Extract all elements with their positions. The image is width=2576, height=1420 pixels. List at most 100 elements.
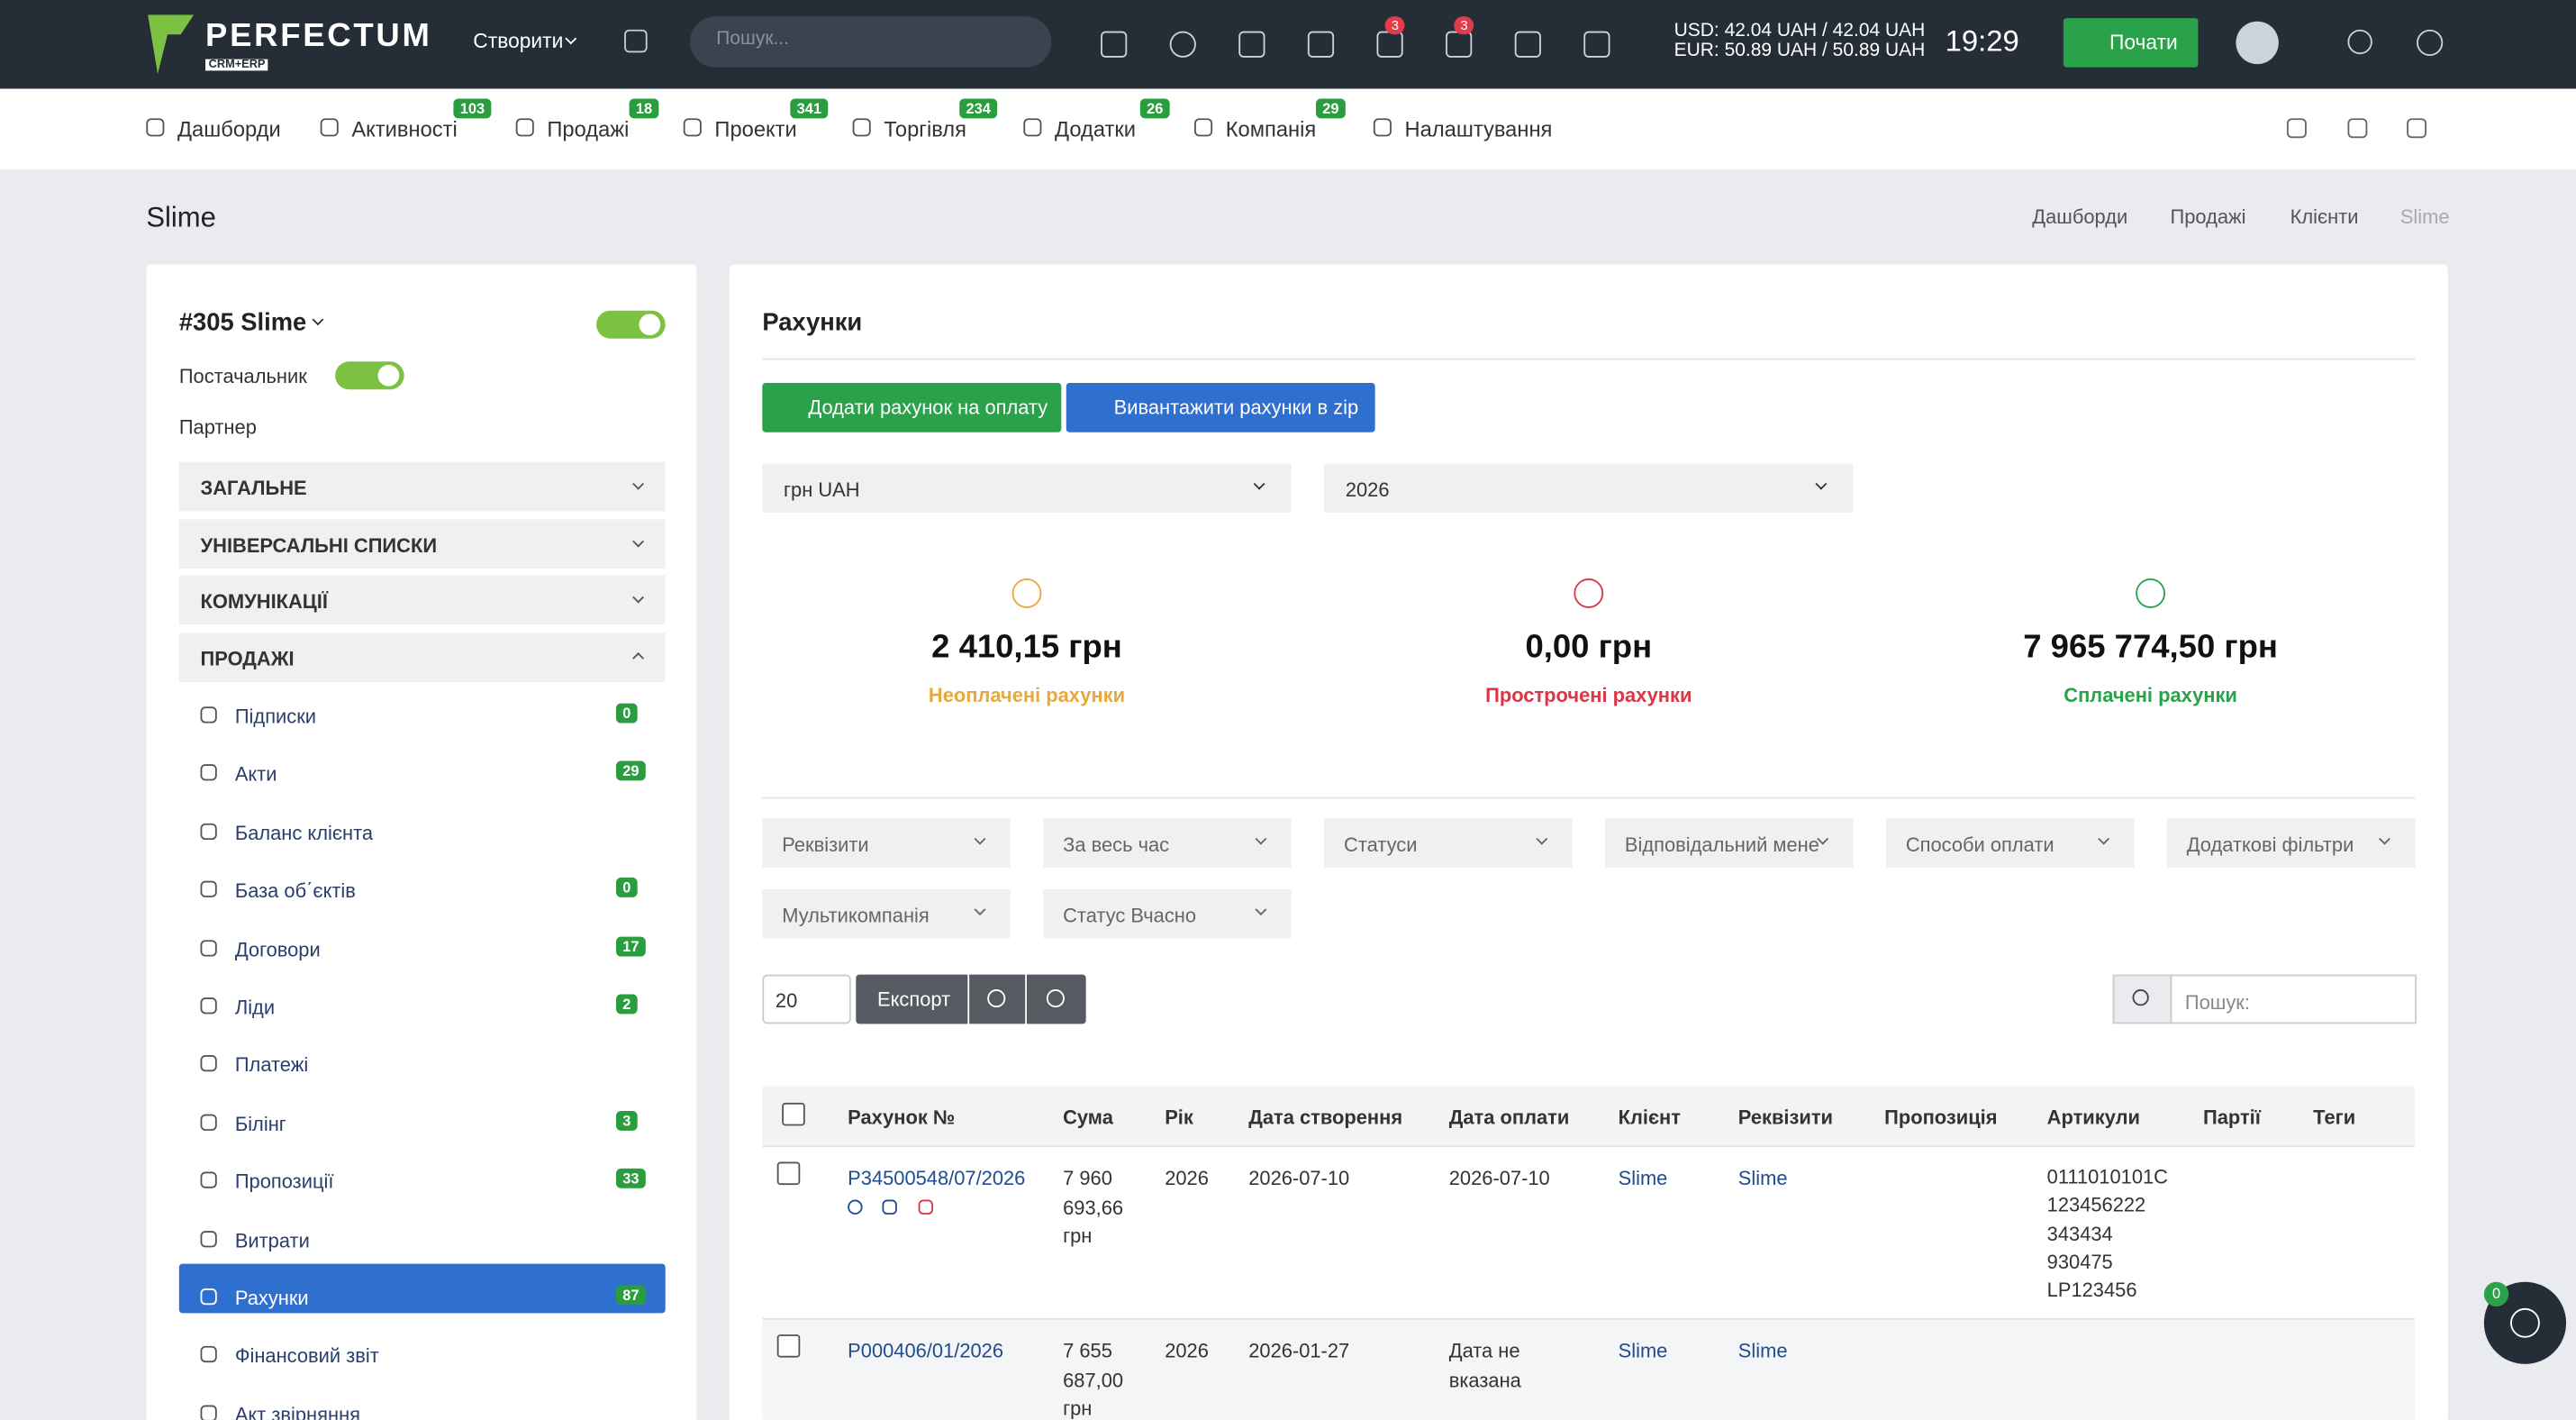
nav-item[interactable]: Дашборди: [177, 116, 281, 141]
stat-value: 7 965 774,50 грн: [2023, 629, 2278, 666]
sidebar-item[interactable]: Підписки: [234, 705, 317, 729]
section-header[interactable]: КОМУНІКАЦІЇ: [178, 575, 666, 625]
sidebar-item[interactable]: Платежі: [234, 1053, 309, 1078]
export-zip-button[interactable]: Вивантажити рахунки в zip: [1066, 382, 1375, 432]
select[interactable]: 2026: [1324, 463, 1854, 514]
filter-select[interactable]: Мультикомпанія: [762, 888, 1011, 939]
column-header[interactable]: Теги: [2313, 1106, 2356, 1130]
item-badge: 87: [615, 1285, 646, 1306]
logo-mark: [148, 14, 195, 75]
item-badge: 2: [615, 994, 638, 1015]
icon: [200, 1405, 217, 1420]
row-checkbox[interactable]: [776, 1161, 801, 1186]
column-header[interactable]: Дата створення: [1248, 1106, 1403, 1130]
column-header[interactable]: Пропозиція: [1884, 1106, 1998, 1130]
breadcrumb[interactable]: Дашборди: [2032, 205, 2128, 229]
cell: 2026: [1165, 1167, 1209, 1190]
create-menu[interactable]: Створити: [473, 29, 564, 53]
nav-badge badge: 341: [790, 98, 829, 119]
icon: [2510, 1307, 2540, 1338]
column-header[interactable]: Реквізити: [1737, 1106, 1834, 1130]
header-checkbox[interactable]: [782, 1102, 805, 1126]
nav-item[interactable]: Додатки: [1054, 116, 1136, 141]
avatar[interactable]: [2236, 21, 2279, 65]
row-checkbox[interactable]: [776, 1334, 801, 1358]
icon: [1574, 578, 1604, 608]
nav-item[interactable]: Компанія: [1225, 116, 1317, 141]
nav-item[interactable]: Продажі: [547, 116, 630, 141]
column-header[interactable]: Сума: [1063, 1106, 1113, 1130]
export-button[interactable]: Експорт: [856, 974, 968, 1024]
nav-badge badge: 29: [1316, 98, 1346, 119]
sidebar-item[interactable]: Рахунки: [234, 1287, 309, 1310]
icon: [200, 764, 217, 782]
section-header[interactable]: УНІВЕРСАЛЬНІ СПИСКИ: [178, 518, 666, 569]
add-button[interactable]: Додати рахунок на оплату: [762, 382, 1062, 432]
sidebar-item[interactable]: Білінг: [234, 1112, 286, 1135]
column-header[interactable]: Партії: [2202, 1106, 2261, 1130]
cell[interactable]: Slime: [1618, 1339, 1668, 1363]
icon: [200, 823, 217, 840]
client-title[interactable]: #305 Slime: [178, 308, 307, 337]
sidebar-item[interactable]: Пропозиції: [234, 1170, 334, 1194]
nav-badge badge: 26: [1139, 98, 1170, 119]
section-header[interactable]: ПРОДАЖІ: [178, 632, 666, 682]
icon: [1376, 31, 1403, 58]
nav-item[interactable]: Проекти: [714, 116, 797, 141]
sidebar-item[interactable]: Акти: [234, 763, 277, 787]
filter-select[interactable]: Статус Вчасно: [1043, 888, 1292, 939]
per-page-select[interactable]: 20: [762, 974, 851, 1024]
section-title: Рахунки: [762, 308, 863, 337]
sidebar-item[interactable]: Ліди: [234, 996, 276, 1019]
toggle-knob: [377, 364, 400, 387]
cell[interactable]: P000406/01/2026: [848, 1339, 1004, 1363]
column-header[interactable]: Рахунок №: [848, 1106, 956, 1130]
divider: [762, 358, 2416, 360]
active-item[interactable]: [178, 1263, 666, 1314]
section-header[interactable]: ЗАГАЛЬНЕ: [178, 461, 666, 512]
filter-select[interactable]: Додаткові фільтри: [2166, 818, 2416, 869]
icon: [1194, 118, 1213, 137]
start-button[interactable]: Почати: [2063, 18, 2199, 68]
icon: [987, 989, 1006, 1008]
search-box[interactable]: Пошук...: [690, 16, 1052, 68]
icon: [2417, 29, 2444, 57]
column-header[interactable]: Дата оплати: [1448, 1106, 1570, 1130]
filter-select[interactable]: Реквізити: [762, 818, 1011, 869]
column-header[interactable]: Клієнт: [1618, 1106, 1682, 1130]
sidebar-item[interactable]: Акт звірняння: [234, 1403, 361, 1420]
sidebar-item[interactable]: Витрати: [234, 1228, 310, 1252]
filter-select[interactable]: Статуси: [1324, 818, 1573, 869]
article: 0111010101C: [2046, 1165, 2168, 1188]
icon: [200, 1346, 217, 1363]
sidebar-item[interactable]: Фінансовий звіт: [234, 1344, 379, 1369]
breadcrumb[interactable]: Продажі: [2170, 205, 2246, 229]
breadcrumb[interactable]: Клієнти: [2290, 205, 2359, 229]
sidebar-item[interactable]: База об΄єктів: [234, 879, 356, 903]
icon: [200, 1288, 217, 1306]
nav-item[interactable]: Активності: [351, 116, 458, 141]
nav-item[interactable]: Налаштування: [1404, 116, 1553, 141]
icon: [852, 118, 871, 137]
cell[interactable]: P34500548/07/2026: [848, 1167, 1026, 1190]
icon: [2286, 118, 2307, 139]
column-header[interactable]: Рік: [1165, 1106, 1193, 1130]
cell[interactable]: Slime: [1737, 1167, 1788, 1190]
filter-select[interactable]: За весь час: [1043, 818, 1292, 869]
cell[interactable]: Slime: [1737, 1339, 1788, 1363]
icon: [200, 1055, 217, 1072]
sidebar-item[interactable]: Договори: [234, 937, 321, 961]
select[interactable]: грн UAH: [762, 463, 1292, 514]
sidebar-item[interactable]: Баланс клієнта: [234, 821, 374, 845]
filter-select[interactable]: Відповідальний мене: [1605, 818, 1854, 869]
icon: [1373, 118, 1392, 137]
nav-item[interactable]: Торгівля: [884, 116, 966, 141]
cell[interactable]: Slime: [1618, 1167, 1668, 1190]
column-header[interactable]: Артикули: [2046, 1106, 2140, 1130]
icon: [624, 29, 648, 53]
table-search[interactable]: Пошук:: [2170, 974, 2417, 1024]
cell: 2026-07-10: [1248, 1167, 1350, 1190]
filter-select[interactable]: Способи оплати: [1885, 818, 2135, 869]
